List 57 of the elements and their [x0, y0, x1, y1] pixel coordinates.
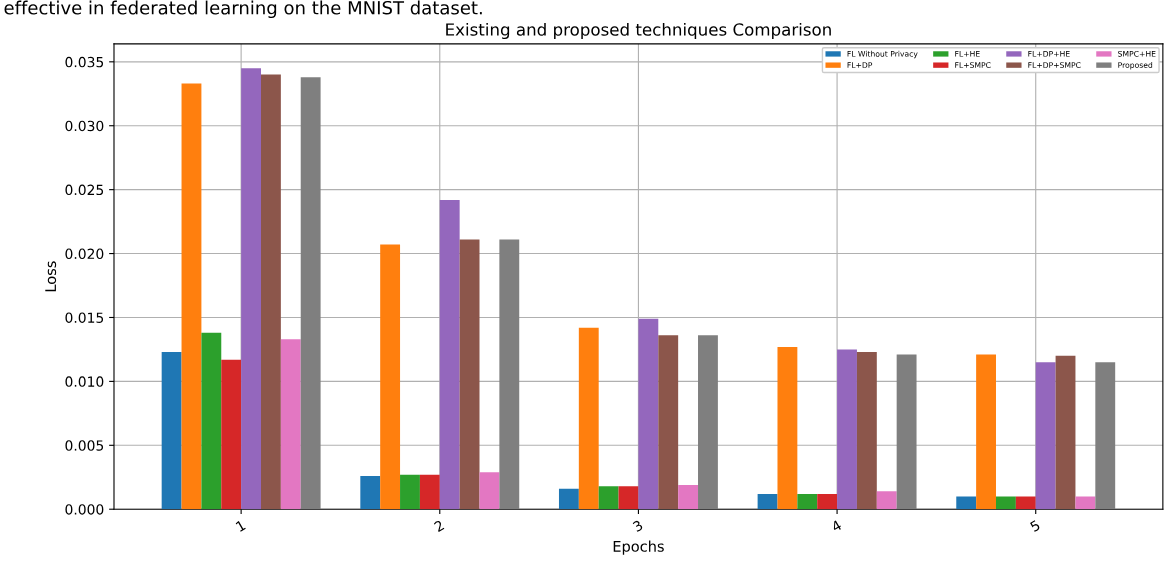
- bar: [856, 351, 877, 510]
- bar: [1055, 355, 1076, 510]
- bar: [558, 488, 579, 510]
- bar: [896, 354, 917, 510]
- text: effective in federated learning on the MNIST dataset.: [4, 0, 482, 19]
- bar: [698, 335, 718, 510]
- bar: [837, 349, 857, 510]
- y-tick-label: 0.015: [65, 312, 104, 323]
- bar: [360, 475, 381, 510]
- bar: [161, 351, 182, 510]
- x-axis-title: Epochs: [613, 540, 664, 555]
- bar: [241, 68, 261, 510]
- chart-title: Existing and proposed techniques Comparison: [446, 22, 831, 40]
- y-tick-label: 0.020: [65, 248, 104, 260]
- bar: [976, 354, 996, 510]
- bar: [797, 493, 818, 510]
- y-tick-label: 0.025: [65, 184, 104, 196]
- bar: [419, 474, 440, 510]
- bar: [956, 496, 977, 510]
- bar: [817, 493, 838, 510]
- y-tick-label: 0.035: [65, 56, 104, 68]
- bar: [1075, 496, 1096, 510]
- bar: [757, 493, 778, 510]
- bar: [499, 239, 520, 510]
- bar: [400, 474, 420, 510]
- y-tick-label: 0.030: [65, 120, 104, 132]
- bar: [439, 199, 460, 510]
- bar: [479, 472, 500, 510]
- bar: [876, 491, 897, 510]
- bar: [678, 484, 699, 510]
- bar: [777, 346, 798, 510]
- x-tick-label: 3: [632, 519, 644, 533]
- bar: [459, 239, 480, 510]
- y-axis-title: Loss: [45, 261, 57, 292]
- bar: [658, 335, 679, 510]
- bar: [261, 74, 281, 510]
- x-tick-label: 5: [1029, 519, 1041, 533]
- y-tick-label: 0.005: [65, 440, 104, 451]
- bar: [996, 496, 1016, 510]
- bar: [201, 332, 222, 510]
- bar: [280, 339, 301, 510]
- x-tick-label: 1: [235, 519, 246, 532]
- bar: [1095, 362, 1116, 510]
- bar: [380, 244, 401, 510]
- bar: [1015, 496, 1036, 510]
- bar: [1035, 362, 1056, 510]
- y-tick-label: 0.000: [65, 504, 104, 515]
- x-tick-label: 2: [433, 519, 445, 532]
- bar: [638, 318, 659, 510]
- bar: [181, 83, 202, 510]
- bar: [221, 359, 242, 510]
- bar: [578, 327, 599, 510]
- x-tick-label: 4: [830, 519, 843, 533]
- bar: [618, 486, 639, 510]
- y-tick-label: 0.010: [65, 376, 104, 387]
- bar: [598, 486, 619, 510]
- bar: [300, 77, 321, 510]
